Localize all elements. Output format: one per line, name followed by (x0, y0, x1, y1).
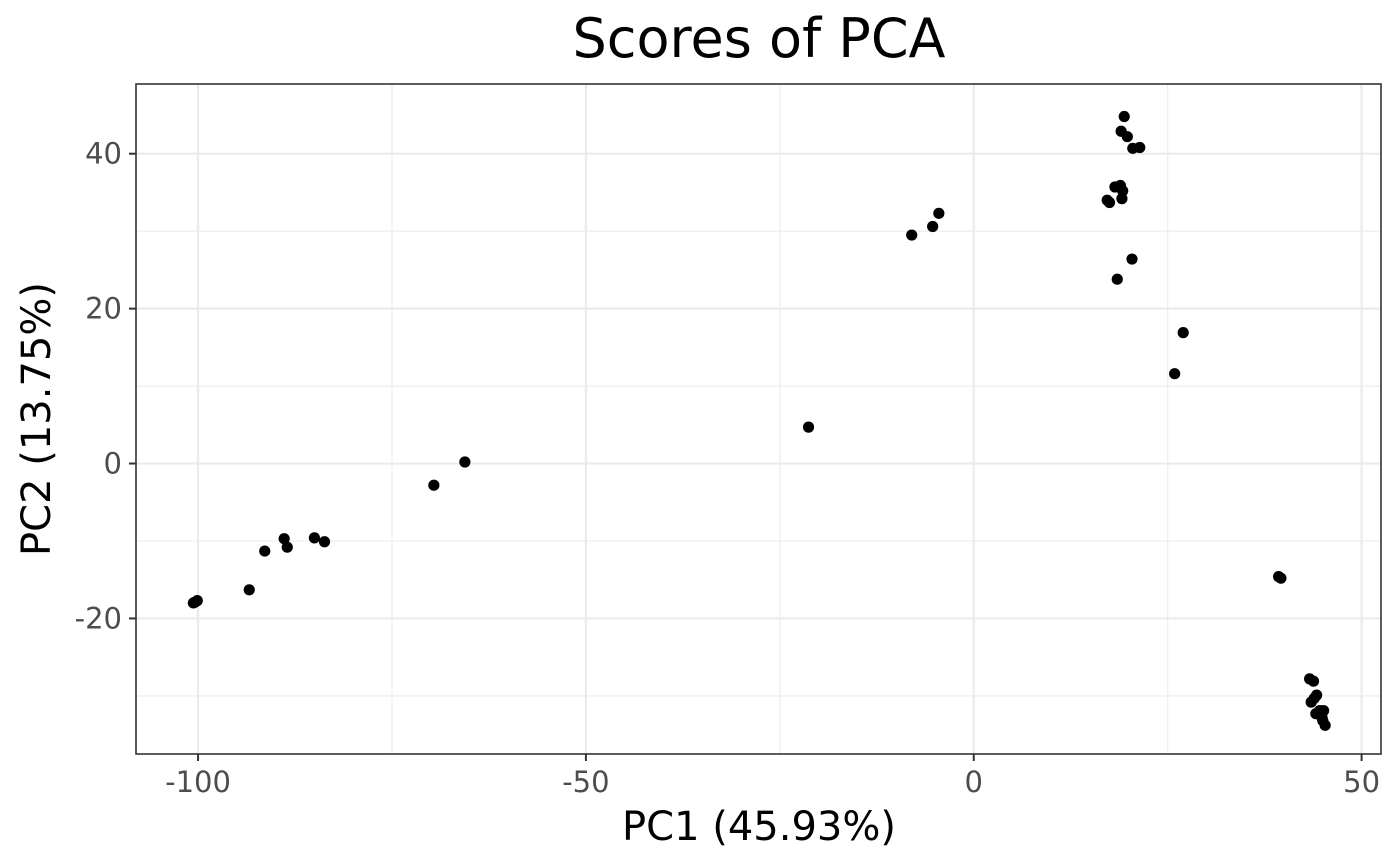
data-point (1169, 368, 1181, 380)
grid-lines (136, 84, 1381, 754)
data-point (259, 545, 271, 557)
data-point (1311, 689, 1323, 701)
data-points (187, 110, 1331, 731)
data-point (281, 541, 293, 553)
data-point (318, 536, 331, 548)
x-tick-label: 0 (965, 765, 983, 799)
data-point (906, 229, 918, 241)
data-point (802, 421, 815, 433)
x-axis-label: PC1 (45.93%) (622, 804, 896, 850)
y-tick-label: 20 (85, 292, 122, 326)
data-point (1307, 675, 1320, 687)
data-point (1121, 131, 1133, 143)
y-axis-label: PC2 (13.75%) (14, 282, 60, 556)
x-tick-labels: -100 -50 0 50 (165, 765, 1380, 799)
data-point (1117, 185, 1129, 197)
data-point (1319, 719, 1331, 731)
plot-panel-border (135, 83, 1382, 755)
x-tick-label: 50 (1343, 765, 1380, 799)
data-point (278, 533, 290, 545)
data-point (1275, 572, 1287, 584)
data-point (927, 220, 939, 233)
y-tick-label: -20 (75, 601, 122, 635)
chart-title: Scores of PCA (573, 7, 946, 70)
data-point (933, 207, 945, 219)
data-point (1103, 196, 1116, 209)
y-tick-label: 40 (85, 137, 122, 171)
data-point (459, 456, 471, 468)
data-point (1126, 253, 1138, 265)
y-tick-label: 0 (104, 447, 122, 481)
data-point (243, 584, 255, 596)
y-tick-labels: -20 0 20 40 (75, 137, 122, 636)
data-point (1111, 273, 1123, 285)
data-point (1118, 110, 1130, 123)
data-point (308, 532, 321, 544)
axis-ticks (129, 152, 1363, 761)
x-tick-label: -50 (562, 765, 609, 799)
data-point (1134, 141, 1146, 154)
data-point (1177, 327, 1189, 339)
x-tick-label: -100 (165, 765, 231, 799)
data-point (189, 596, 201, 608)
data-point (428, 479, 440, 491)
